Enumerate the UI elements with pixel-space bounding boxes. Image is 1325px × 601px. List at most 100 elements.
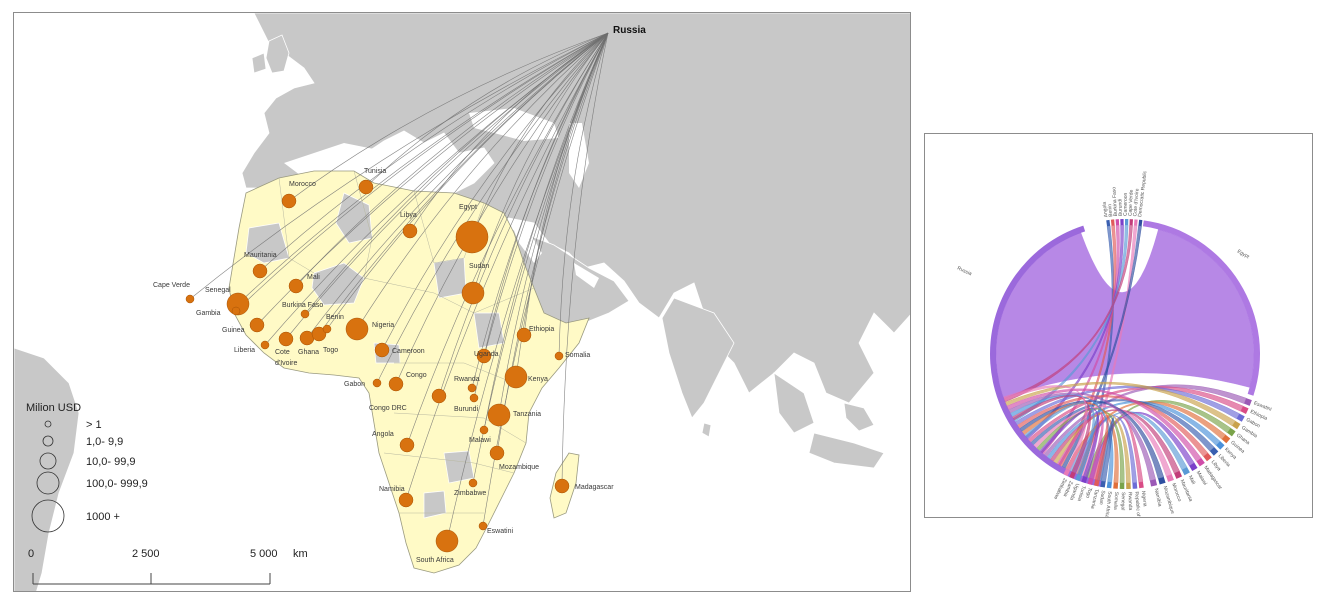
chord-label-sudan: Sudan xyxy=(1098,490,1106,505)
arc-cote-d-ivoire xyxy=(1133,219,1138,226)
country-labels: Morocco Tunisia Libya Egypt Mauritania Mali Ca… xyxy=(153,168,614,564)
bubble-togo xyxy=(311,326,327,342)
ribbon-democratic-republic xyxy=(1061,225,1142,469)
bubble-burkina-faso xyxy=(300,309,310,319)
legend-circle-4 xyxy=(31,499,65,533)
chord-label-cameroon: Cameroon xyxy=(1123,192,1129,216)
ribbon-namibia xyxy=(1008,392,1156,481)
legend-circle-0 xyxy=(44,420,52,428)
bubble-congo xyxy=(388,376,404,392)
chord-label-republic-of-the-c: Republic of the C... xyxy=(1133,491,1142,518)
arc-kenya xyxy=(1216,441,1225,450)
arc-democratic-republic xyxy=(1138,219,1143,227)
label-ethiopia: Ethiopia xyxy=(529,326,554,333)
bubble-angola xyxy=(399,437,415,453)
arc-ghana xyxy=(1227,427,1236,437)
chord-label-south-africa: South Africa xyxy=(1103,491,1112,518)
chord-label-cote-d-ivoire: Cote d'Ivoire xyxy=(1132,188,1140,217)
arc-republic-of-the-c xyxy=(1132,482,1138,489)
bubble-libya xyxy=(402,223,418,239)
label-cape-verde: Cape Verde xyxy=(153,282,190,289)
flow-line-benin xyxy=(326,32,609,330)
label-togo: Togo xyxy=(323,347,338,354)
bubble-egypt xyxy=(455,220,489,254)
chord-label-cape-verde: Cape Verde xyxy=(1128,189,1135,216)
arc-angola xyxy=(1106,219,1111,227)
bubble-cameroon xyxy=(374,342,390,358)
legend-circle-2 xyxy=(39,452,57,470)
label-mali: Mali xyxy=(307,274,320,281)
arc-mali xyxy=(1181,467,1190,476)
chord-label-namibia: Namibia xyxy=(1153,488,1163,507)
label-burundi: Burundi xyxy=(454,406,479,413)
scale-bar: 0 2 500 5 000 km xyxy=(28,548,308,585)
flow-line-libya xyxy=(409,32,609,232)
legend-title: Milion USD xyxy=(26,402,81,414)
arc-tunisia xyxy=(1081,476,1088,484)
label-senegal: Senegal xyxy=(205,287,231,294)
flow-line-mali xyxy=(295,32,609,287)
map-canvas: Morocco Tunisia Libya Egypt Mauritania Mali Ca… xyxy=(14,13,910,591)
legend-label-4: 1000 + xyxy=(86,511,120,523)
chord-label-tanzania: Tanzania xyxy=(1089,488,1099,509)
arc-zimbabwe xyxy=(1063,468,1071,477)
flow-line-namibia xyxy=(405,32,609,501)
bubble-morocco xyxy=(281,193,297,209)
flow-line-morocco xyxy=(288,32,609,202)
bubble-kenya xyxy=(504,365,528,389)
arc-south-africa xyxy=(1106,481,1112,489)
chord-label-russia: Russia xyxy=(956,265,973,277)
bubble-tunisia xyxy=(358,179,374,195)
bubble-congo-drc xyxy=(431,388,447,404)
flow-line-south-africa xyxy=(446,32,609,542)
flow-line-nigeria xyxy=(356,32,609,330)
flow-line-somalia xyxy=(558,32,609,357)
label-libya: Libya xyxy=(400,212,417,219)
arc-burundi xyxy=(1120,219,1124,226)
flow-line-senegal xyxy=(237,32,609,305)
arc-namibia xyxy=(1149,479,1158,487)
chord-label-angola: Angola xyxy=(1101,201,1109,217)
bubble-madagascar xyxy=(554,478,570,494)
legend-circle-1 xyxy=(42,435,54,447)
arc-eswatini xyxy=(1244,398,1252,406)
ribbon-madagascar xyxy=(1006,388,1202,462)
trade-flow-map: Morocco Tunisia Libya Egypt Mauritania Mali Ca… xyxy=(13,12,911,592)
flow-line-congo xyxy=(395,32,609,385)
bubble-uganda xyxy=(476,348,492,364)
origin-label: Russia xyxy=(613,25,646,36)
flow-line-angola xyxy=(406,32,609,446)
chord-label-nigeria: Nigeria xyxy=(1140,490,1148,507)
scale-tick-0: 0 xyxy=(28,548,34,560)
arc-rwanda xyxy=(1126,482,1131,489)
label-tanzania: Tanzania xyxy=(513,411,541,418)
flow-line-burkina-faso xyxy=(304,32,609,315)
label-somalia: Somalia xyxy=(565,352,590,359)
legend-label-3: 100,0- 999,9 xyxy=(86,478,148,490)
label-rwanda: Rwanda xyxy=(454,376,480,383)
arc-benin xyxy=(1110,219,1115,226)
bubble-nigeria xyxy=(345,317,369,341)
country-bubbles xyxy=(185,179,570,553)
bubble-cote-d-ivoire xyxy=(278,331,294,347)
ribbon-libya xyxy=(1017,395,1209,457)
label-egypt: Egypt xyxy=(459,204,477,211)
arc-ethiopia xyxy=(1240,405,1249,414)
chord-diagram-panel: Angola Benin Burkina Faso Burundi Cameroon Ca… xyxy=(924,133,1313,518)
arc-gambia xyxy=(1232,420,1241,430)
chord-label-tunisia: Tunisia xyxy=(1076,485,1087,502)
arc-liberia xyxy=(1209,447,1219,456)
label-namibia: Namibia xyxy=(379,486,405,493)
arc-morocco xyxy=(1166,474,1174,482)
arc-zambia xyxy=(1069,471,1076,479)
arc-madagascar xyxy=(1196,458,1205,467)
ribbon-ethiopia xyxy=(1028,386,1244,443)
arc-cape-verde xyxy=(1129,219,1134,226)
chord-arcs xyxy=(990,219,1260,489)
arc-gabon xyxy=(1236,413,1245,422)
label-gambia: Gambia xyxy=(196,310,221,317)
arc-cameroon xyxy=(1125,219,1129,226)
legend-label-1: 1,0- 9,9 xyxy=(86,436,123,448)
arc-mauritania xyxy=(1174,470,1183,479)
label-tunisia: Tunisia xyxy=(364,168,386,175)
